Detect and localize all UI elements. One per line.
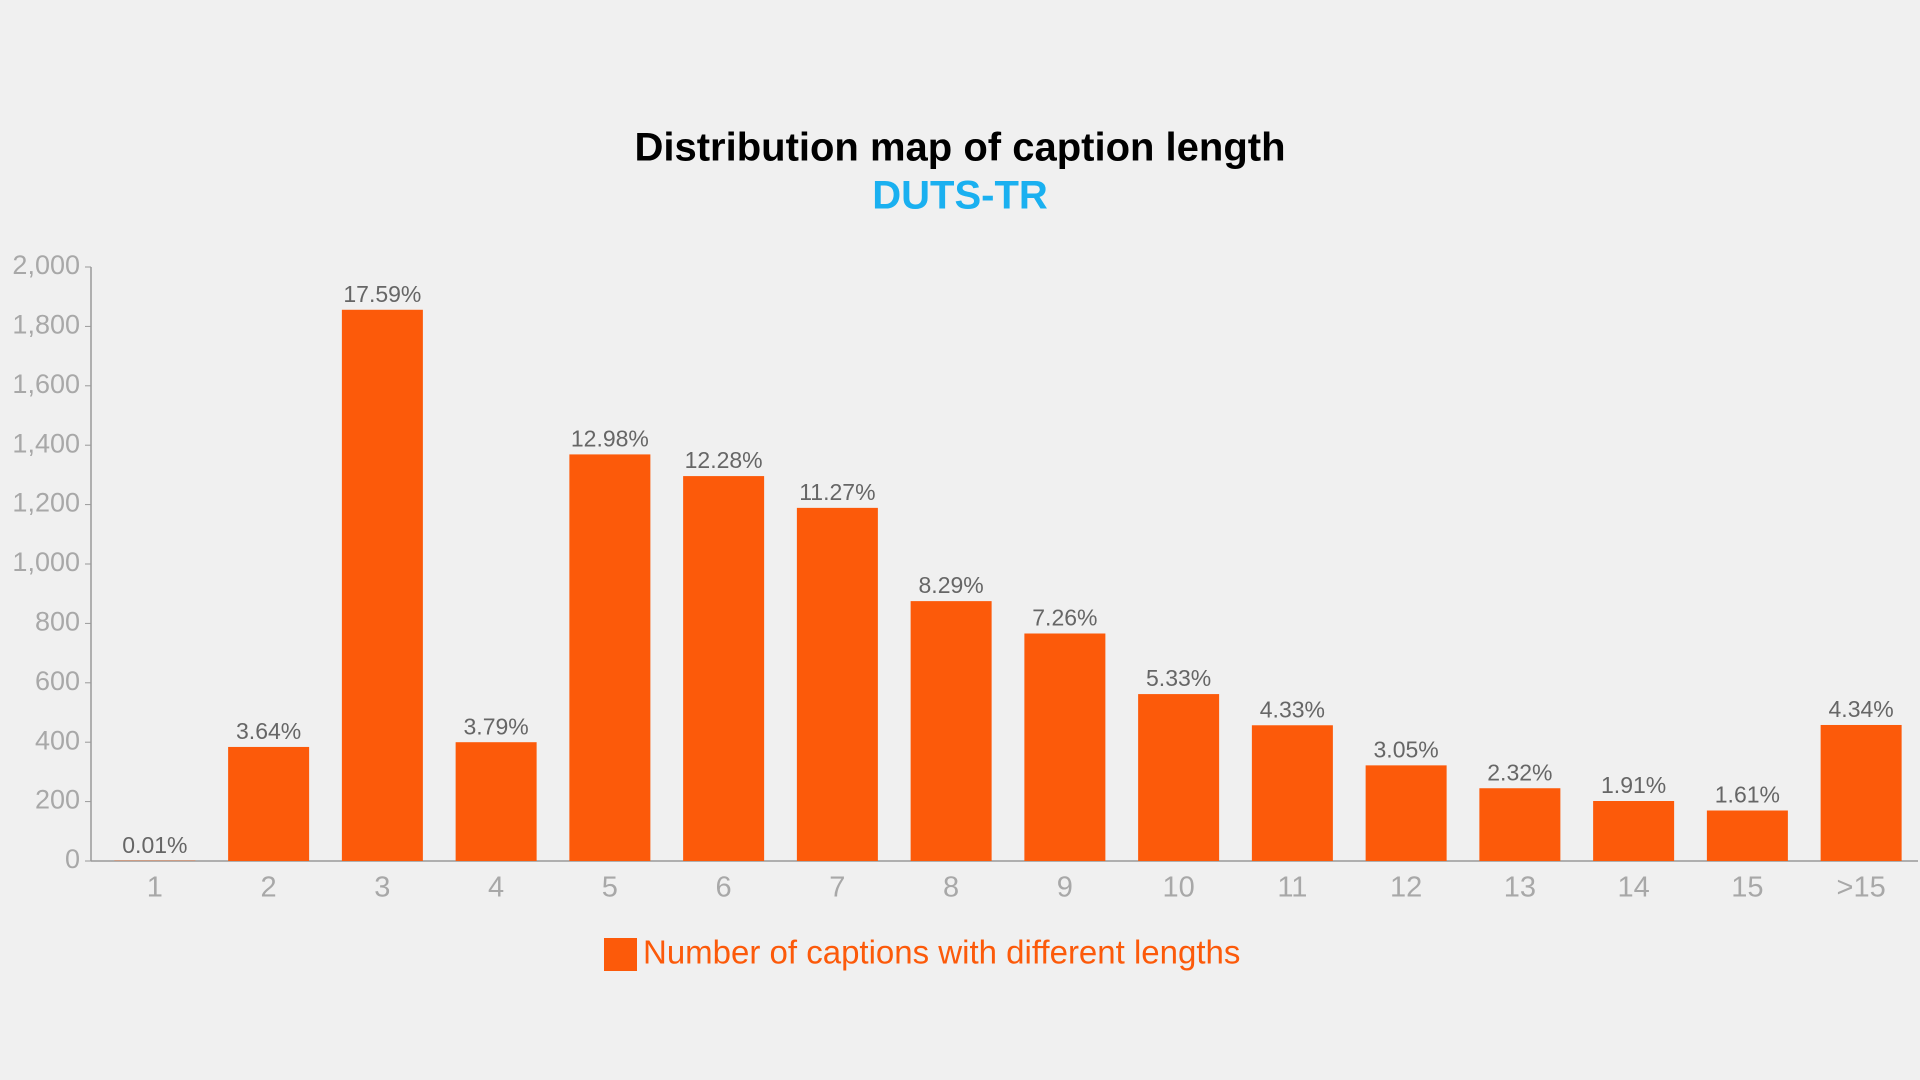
bar: [1024, 633, 1106, 861]
y-tick-label: 2,000: [12, 250, 80, 280]
bar: [1593, 801, 1675, 861]
bar: [1706, 810, 1788, 861]
bar: [683, 476, 765, 861]
bar: [228, 746, 310, 861]
bar: [341, 309, 423, 861]
x-tick-label: 6: [716, 872, 732, 904]
data-label: 0.01%: [122, 832, 187, 858]
bar: [1365, 765, 1447, 861]
data-label: 5.33%: [1146, 665, 1211, 691]
y-tick-label: 0: [65, 844, 80, 874]
x-tick-label: 9: [1057, 872, 1073, 904]
data-label: 12.98%: [571, 425, 649, 451]
y-tick-label: 1,400: [12, 428, 80, 458]
chart-subtitle: DUTS-TR: [872, 174, 1048, 218]
x-tick-label: 10: [1162, 872, 1194, 904]
data-label: 3.79%: [464, 713, 529, 739]
data-label: 12.28%: [685, 447, 763, 473]
bar: [1138, 694, 1220, 861]
x-tick-label: 3: [374, 872, 390, 904]
x-tick-label: >15: [1837, 872, 1886, 904]
bar: [569, 454, 651, 861]
y-tick-label: 800: [35, 607, 80, 637]
data-label: 17.59%: [343, 281, 421, 307]
x-tick-label: 1: [147, 872, 163, 904]
y-tick-label: 1,800: [12, 310, 80, 340]
y-tick-label: 400: [35, 725, 80, 755]
y-tick-label: 600: [35, 666, 80, 696]
data-label: 8.29%: [919, 572, 984, 598]
x-tick-label: 8: [943, 872, 959, 904]
data-label: 2.32%: [1487, 759, 1552, 785]
x-tick-label: 4: [488, 872, 504, 904]
chart-title: Distribution map of caption length: [634, 126, 1285, 170]
x-tick-label: 5: [602, 872, 618, 904]
x-tick-label: 2: [261, 872, 277, 904]
x-tick-label: 13: [1504, 872, 1536, 904]
data-label: 11.27%: [799, 479, 875, 505]
data-label: 3.05%: [1374, 736, 1439, 762]
y-tick-label: 1,200: [12, 488, 80, 518]
bar: [455, 742, 537, 861]
data-label: 1.91%: [1601, 772, 1666, 798]
y-tick-label: 1,600: [12, 369, 80, 399]
x-tick-label: 7: [829, 872, 845, 904]
bar: [1479, 788, 1561, 861]
x-tick-label: 12: [1390, 872, 1422, 904]
bar: [1251, 725, 1333, 861]
x-tick-label: 15: [1731, 872, 1763, 904]
y-tick-label: 1,000: [12, 547, 80, 577]
x-tick-label: 11: [1277, 872, 1307, 904]
data-label: 7.26%: [1032, 605, 1097, 631]
data-label: 1.61%: [1715, 782, 1780, 808]
data-label: 4.34%: [1829, 696, 1894, 722]
bar: [796, 507, 878, 861]
bar: [1820, 724, 1902, 861]
y-tick-label: 200: [35, 785, 80, 815]
data-label: 4.33%: [1260, 696, 1325, 722]
bar: [910, 601, 992, 861]
data-label: 3.64%: [236, 718, 301, 744]
x-tick-label: 14: [1617, 872, 1649, 904]
legend-label: Number of captions with different length…: [643, 934, 1240, 971]
legend-swatch: [604, 938, 637, 971]
